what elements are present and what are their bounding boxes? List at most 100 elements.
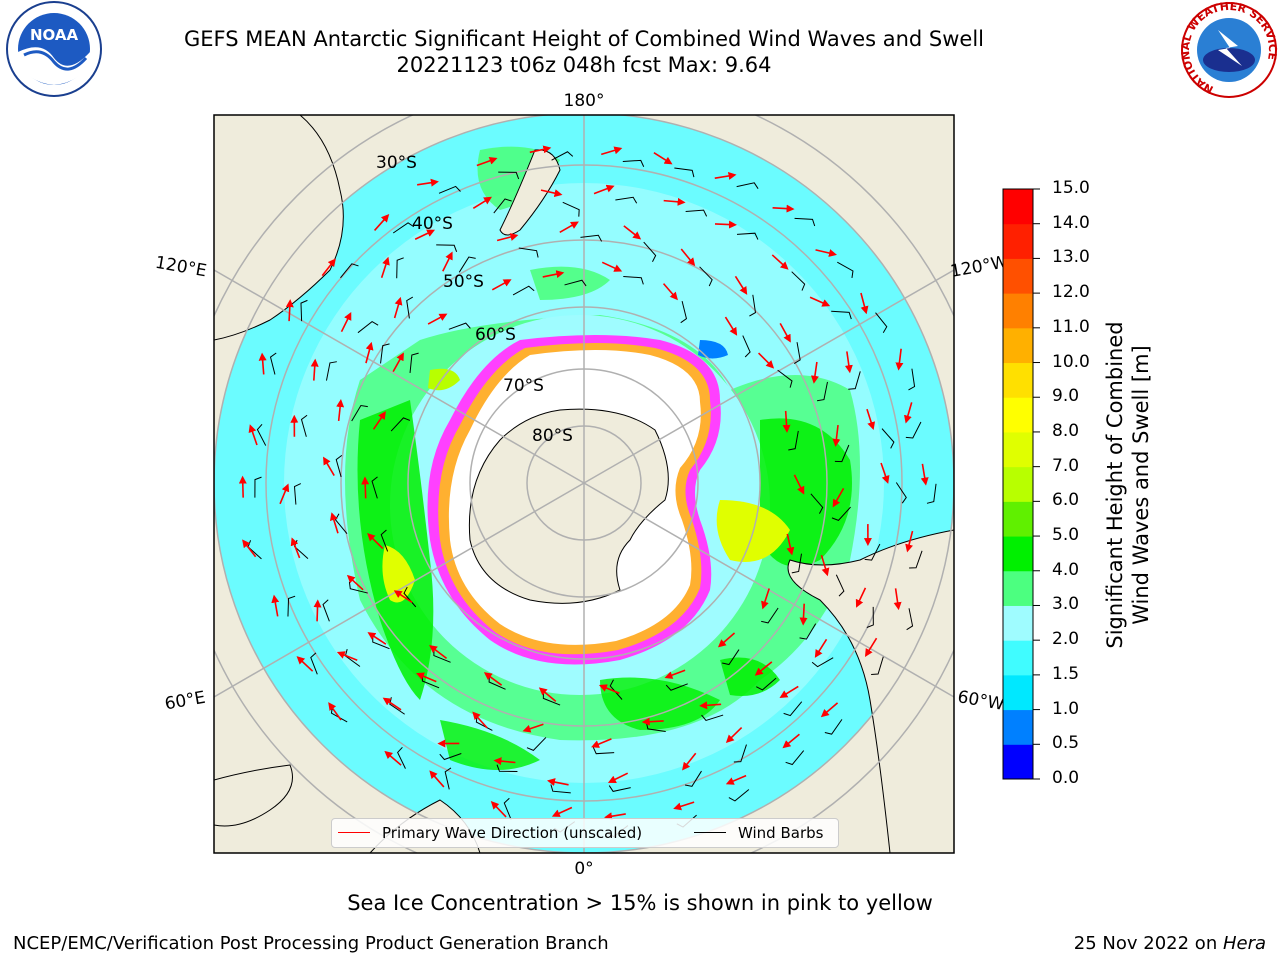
wave-direction-arrow bbox=[855, 587, 867, 608]
wind-barb bbox=[371, 476, 378, 499]
wave-direction-arrow bbox=[832, 487, 845, 508]
wave-direction-arrow bbox=[893, 588, 902, 611]
wave-direction-arrow bbox=[242, 539, 257, 558]
wave-direction-arrow bbox=[653, 152, 673, 165]
wave-direction-arrow bbox=[771, 254, 789, 270]
wind-barb bbox=[810, 493, 824, 514]
sea-ice-note: Sea Ice Concentration > 15% is shown in … bbox=[347, 891, 933, 915]
wind-barb bbox=[733, 744, 747, 763]
credit-line: NCEP/EMC/Verification Post Processing Pr… bbox=[13, 933, 609, 954]
colorbar-segment bbox=[1003, 327, 1033, 364]
wind-barb bbox=[310, 652, 318, 675]
wind-barb bbox=[783, 701, 803, 717]
colorbar-segment bbox=[1003, 466, 1033, 502]
wave-direction-arrow bbox=[663, 197, 686, 206]
wind-barb bbox=[448, 322, 471, 330]
wind-barb bbox=[562, 201, 580, 217]
wind-barb bbox=[496, 764, 518, 773]
nws-logo: NATIONAL WEATHER SERVICE bbox=[1179, 0, 1279, 98]
wave-direction-arrow bbox=[761, 588, 770, 610]
wave-direction-arrow bbox=[380, 256, 390, 278]
colorbar-tick-label: 8.0 bbox=[1052, 420, 1080, 441]
wind-barb bbox=[831, 506, 851, 521]
wave-direction-arrow bbox=[793, 474, 805, 495]
wind-barb bbox=[680, 301, 688, 324]
colorbar-segment bbox=[1003, 258, 1033, 294]
wind-barb bbox=[905, 421, 922, 439]
wind-barb bbox=[390, 417, 411, 432]
wind-barb bbox=[837, 261, 854, 278]
wave-direction-arrow bbox=[542, 270, 565, 279]
wave-direction-arrow bbox=[593, 184, 615, 195]
host-name: Hera bbox=[1222, 933, 1266, 954]
wind-barb bbox=[848, 371, 861, 390]
wave-direction-arrow bbox=[392, 352, 404, 373]
wave-direction-arrow bbox=[782, 410, 791, 433]
legend-wave-swatch bbox=[338, 832, 370, 833]
wave-direction-arrow bbox=[920, 463, 929, 486]
legend-primary-wave: Primary Wave Direction (unscaled) bbox=[382, 824, 643, 842]
wave-direction-arrow bbox=[313, 599, 322, 622]
wind-barb bbox=[926, 483, 937, 504]
wave-direction-arrow bbox=[496, 233, 519, 242]
wave-direction-arrow bbox=[393, 590, 413, 604]
wave-direction-arrow bbox=[601, 261, 623, 272]
wave-direction-arrow bbox=[271, 594, 280, 617]
wave-direction-arrow bbox=[279, 483, 290, 505]
wave-direction-arrow bbox=[476, 156, 498, 167]
wind-barb bbox=[564, 279, 587, 287]
wind-barb bbox=[438, 185, 461, 194]
colorbar-label: Significant Height of Combined Wind Wave… bbox=[1102, 275, 1154, 695]
wave-direction-arrow bbox=[623, 225, 642, 240]
wind-barb bbox=[643, 241, 657, 262]
wind-barb bbox=[791, 553, 802, 574]
wave-direction-arrow bbox=[323, 456, 335, 476]
new-zealand-land bbox=[499, 149, 561, 236]
wave-direction-arrow bbox=[372, 411, 386, 430]
wind-barb bbox=[526, 737, 547, 751]
wave-direction-arrow bbox=[328, 702, 342, 721]
wave-direction-arrow bbox=[546, 778, 569, 786]
wind-barb bbox=[831, 310, 852, 320]
wave-direction-arrow bbox=[529, 145, 552, 154]
wind-barb bbox=[351, 404, 368, 422]
wave-direction-arrow bbox=[820, 554, 830, 577]
lon-label-0: 0° bbox=[574, 859, 593, 879]
wind-barb bbox=[512, 285, 535, 296]
wave-direction-arrow bbox=[382, 697, 402, 711]
wave-direction-arrow bbox=[664, 669, 686, 679]
lat-label-30s: 30°S bbox=[376, 153, 417, 173]
wave-direction-arrow bbox=[336, 651, 358, 661]
wind-barb bbox=[701, 714, 724, 722]
map-frame bbox=[213, 114, 955, 854]
wind-barb bbox=[835, 574, 845, 597]
wave-direction-arrow bbox=[248, 424, 258, 446]
wave-direction-arrow bbox=[296, 656, 314, 672]
wave-direction-arrow bbox=[662, 283, 678, 301]
colorbar-tick-label: 14.0 bbox=[1052, 212, 1090, 233]
wave-direction-arrow bbox=[717, 632, 736, 648]
colorbar-tick-label: 3.0 bbox=[1052, 594, 1080, 615]
wave-direction-arrow bbox=[538, 687, 557, 703]
colorbar bbox=[1003, 188, 1040, 780]
lon-label-180: 180° bbox=[564, 91, 605, 111]
wave-direction-arrow bbox=[429, 645, 448, 659]
wind-barb bbox=[674, 167, 695, 178]
date-line: 25 Nov 2022 on Hera bbox=[1074, 933, 1266, 954]
wind-barb bbox=[498, 171, 520, 180]
wave-direction-arrow bbox=[604, 812, 626, 821]
wave-direction-arrow bbox=[725, 727, 743, 743]
colorbar-segment bbox=[1003, 501, 1033, 537]
wave-direction-arrow bbox=[540, 189, 563, 198]
colorbar-tick-label: 13.0 bbox=[1052, 247, 1090, 268]
colorbar-segment bbox=[1003, 431, 1033, 468]
wave-direction-arrow bbox=[367, 533, 384, 550]
wave-direction-arrow bbox=[810, 361, 819, 384]
colorbar-label-line1: Significant Height of Combined bbox=[1103, 321, 1127, 649]
wave-direction-arrow bbox=[551, 806, 573, 817]
chart-subtitle: 20221123 t06z 048h fcst Max: 9.64 bbox=[396, 53, 772, 77]
wave-direction-arrow bbox=[393, 296, 403, 319]
wind-barb bbox=[357, 320, 379, 334]
wave-direction-arrow bbox=[682, 752, 697, 771]
wave-direction-arrows-layer bbox=[238, 145, 929, 821]
